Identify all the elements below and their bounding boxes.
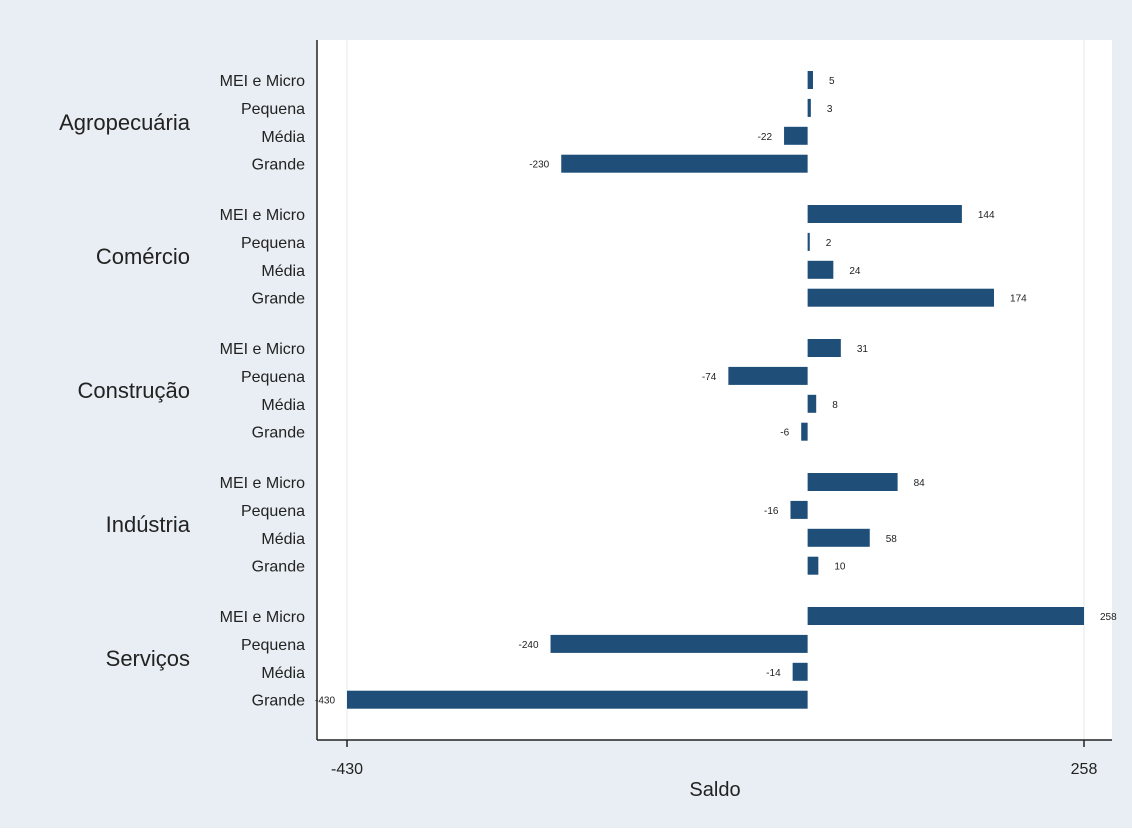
- data-label: -22: [758, 132, 773, 143]
- group-label: Agropecuária: [59, 110, 191, 135]
- bar-4-1: [550, 634, 808, 653]
- category-label: Pequena: [241, 637, 305, 654]
- category-label: MEI e Micro: [220, 609, 305, 626]
- data-label: 144: [978, 210, 995, 221]
- category-label: MEI e Micro: [220, 475, 305, 492]
- data-label: 174: [1010, 294, 1027, 305]
- bar-0-3: [561, 154, 808, 173]
- data-label: -74: [702, 372, 717, 383]
- bar-4-0: [807, 607, 1084, 625]
- data-label: 31: [857, 344, 869, 355]
- category-label: MEI e Micro: [220, 73, 305, 90]
- group-label: Comércio: [96, 244, 190, 269]
- category-label: MEI e Micro: [220, 341, 305, 358]
- category-label: Pequena: [241, 369, 305, 386]
- bar-3-0: [807, 473, 898, 491]
- bars: [347, 71, 1084, 709]
- data-labels: 5 3 -22 -230 144 2 24 174 31 -74 8 -6 84 -16 58 10 258 -2…: [315, 76, 1117, 707]
- bar-1-3: [807, 288, 995, 307]
- x-tick-label: 258: [1071, 761, 1098, 778]
- group-label: Serviços: [106, 646, 190, 671]
- bar-1-0: [807, 205, 962, 223]
- bar-1-1: [807, 232, 810, 251]
- data-label: 8: [832, 400, 838, 411]
- data-label: 5: [829, 76, 835, 87]
- data-label: -230: [529, 160, 549, 171]
- x-tick-label: -430: [331, 761, 363, 778]
- data-label: 10: [834, 562, 846, 573]
- data-label: 84: [914, 478, 926, 489]
- category-label: Média: [261, 129, 305, 146]
- bar-0-2: [784, 126, 808, 145]
- bar-2-3: [801, 422, 808, 441]
- category-label: Média: [261, 397, 305, 414]
- data-label: 3: [827, 104, 833, 115]
- category-label: MEI e Micro: [220, 207, 305, 224]
- bar-4-3: [347, 690, 808, 709]
- bar-0-1: [807, 98, 811, 117]
- category-label: Grande: [252, 291, 305, 308]
- data-label: -16: [764, 506, 779, 517]
- data-label: -6: [780, 428, 789, 439]
- category-label: Grande: [252, 559, 305, 576]
- data-label: -14: [766, 668, 781, 679]
- data-label: 2: [826, 238, 832, 249]
- category-labels: MEI e Micro Pequena Média Grande Agropecuári…: [59, 73, 305, 710]
- category-label: Média: [261, 263, 305, 280]
- x-axis-title: Saldo: [689, 779, 740, 801]
- data-label: -430: [315, 696, 335, 707]
- bar-2-2: [807, 394, 817, 413]
- bar-0-0: [807, 71, 813, 89]
- bar-3-2: [807, 528, 870, 547]
- category-label: Média: [261, 665, 305, 682]
- category-label: Pequena: [241, 503, 305, 520]
- category-label: Pequena: [241, 235, 305, 252]
- category-label: Grande: [252, 425, 305, 442]
- bar-2-1: [728, 366, 808, 385]
- group-label: Construção: [77, 378, 190, 403]
- bar-4-2: [792, 662, 808, 681]
- category-label: Grande: [252, 693, 305, 710]
- bar-1-2: [807, 260, 834, 279]
- x-axis-ticks: -430 258: [331, 740, 1097, 778]
- category-label: Grande: [252, 157, 305, 174]
- bar-3-1: [790, 500, 808, 519]
- bar-3-3: [807, 556, 819, 575]
- data-label: 258: [1100, 612, 1117, 623]
- group-label: Indústria: [106, 512, 191, 537]
- category-label: Média: [261, 531, 305, 548]
- category-label: Pequena: [241, 101, 305, 118]
- data-label: 58: [886, 534, 898, 545]
- bar-2-0: [807, 339, 841, 357]
- data-label: -240: [519, 640, 539, 651]
- data-label: 24: [849, 266, 861, 277]
